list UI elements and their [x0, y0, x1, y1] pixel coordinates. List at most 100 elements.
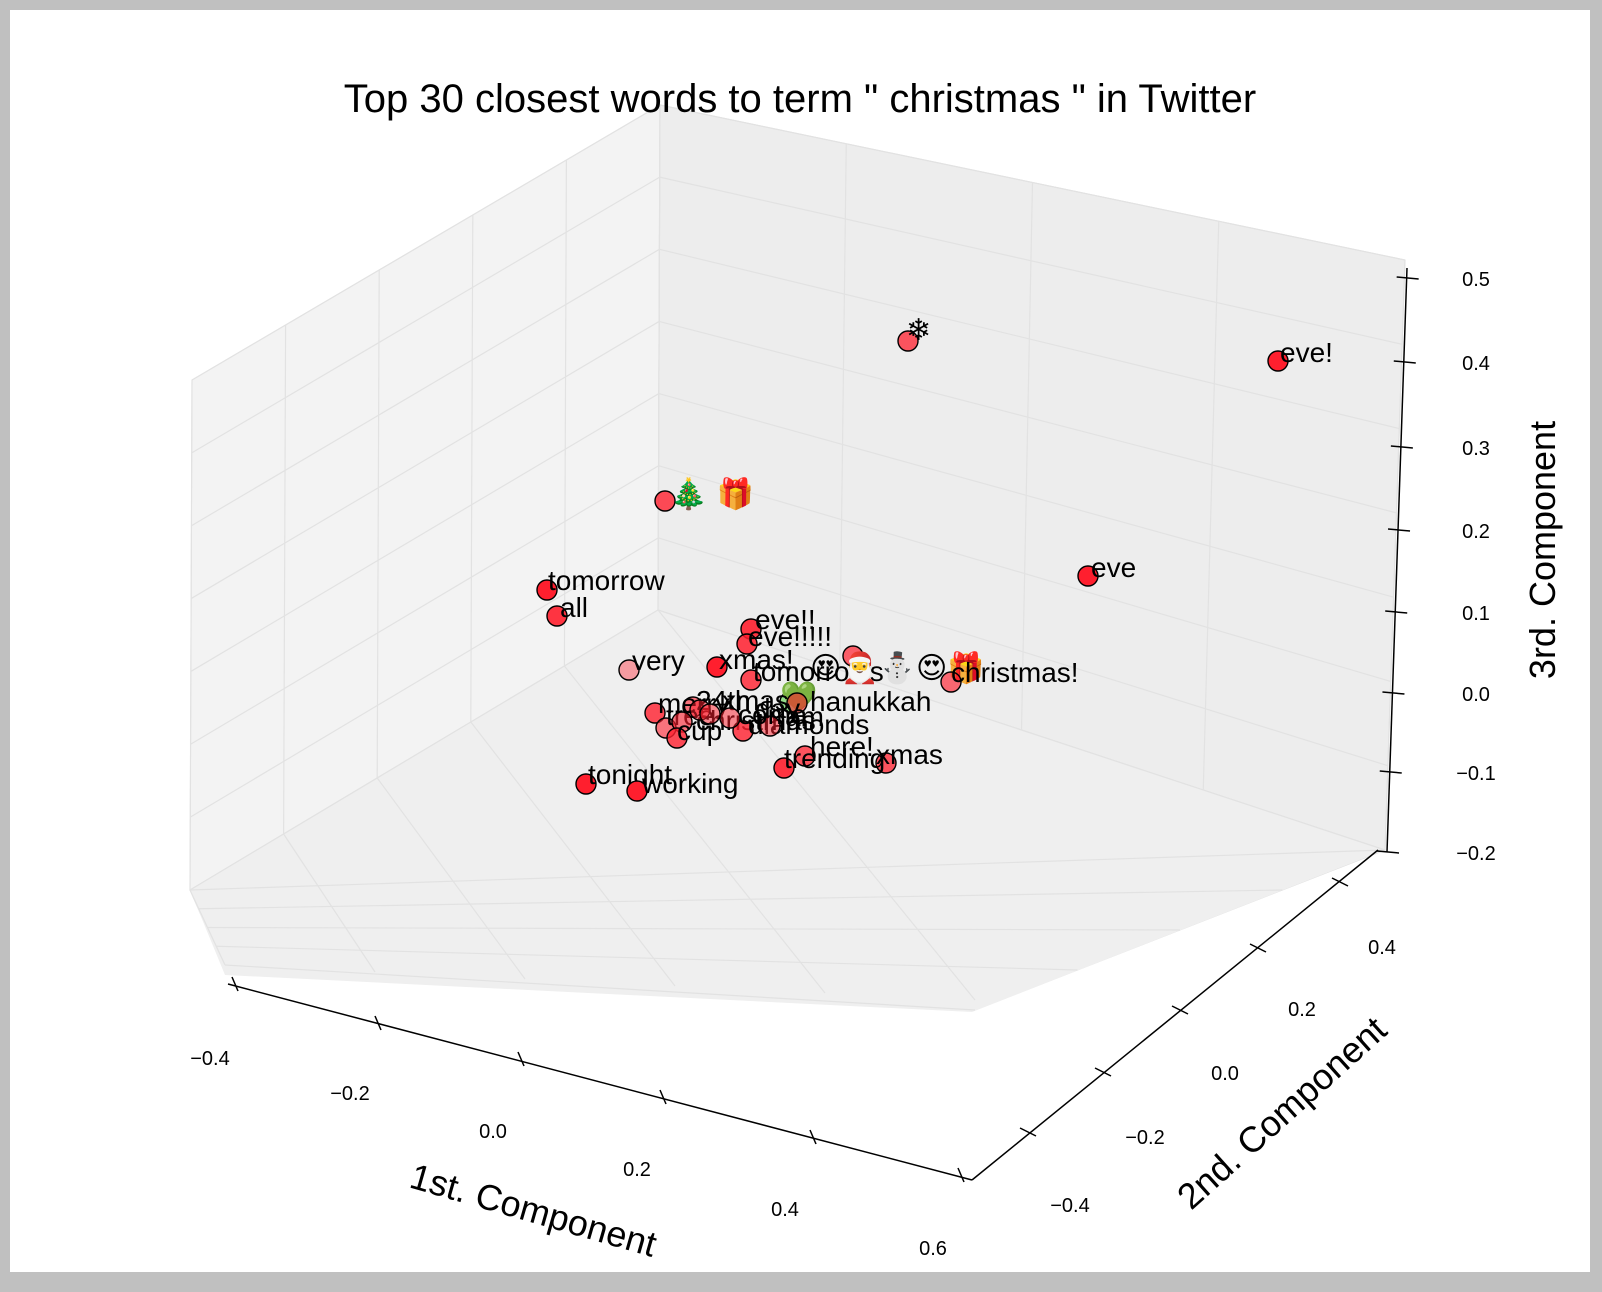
point-label: tomorrow [548, 565, 665, 596]
scatter-point [736, 633, 758, 655]
grid-line [283, 324, 287, 835]
grid-line [198, 889, 1283, 910]
floor-front [190, 610, 1385, 1012]
y-tick [1249, 943, 1267, 953]
grid-line [190, 393, 660, 672]
scatter-3d-plot: −0.4 −0.2 0.0 0.2 0.4 0.6 −0.4 −0.2 0.0 0.2 0.4 −0.… [189, 77, 1563, 1265]
point-label: xmas [876, 739, 943, 770]
x-tick-label: −0.4 [190, 1048, 229, 1070]
scatter-point [794, 745, 816, 767]
grid-line [207, 926, 1181, 931]
z-tick [1393, 360, 1416, 364]
point-label: all [560, 592, 588, 623]
grid-line [189, 537, 659, 818]
grid-line [191, 176, 661, 454]
scatter-point [740, 669, 762, 691]
grid-line [1020, 182, 1034, 731]
grid-line [563, 159, 568, 667]
y-tick [1094, 1067, 1112, 1077]
z-tick-label: 0.0 [1462, 684, 1490, 706]
scatter-point [897, 330, 919, 352]
grid-line [224, 964, 976, 1011]
grid-line [189, 849, 1386, 891]
grid-line [563, 665, 826, 994]
z-tick [1376, 850, 1400, 854]
z-tick-label: 0.1 [1462, 603, 1490, 625]
point-label: eve!! [755, 604, 816, 635]
z-axis-label: 3rd. Component [1522, 421, 1563, 679]
scatter-point [719, 707, 741, 729]
point-label: christmas! [951, 657, 1079, 688]
y-tick-label: −0.4 [1050, 1195, 1089, 1217]
grid-line [1384, 259, 1406, 851]
scatter-point [644, 702, 666, 724]
z-tick [1385, 610, 1408, 614]
scatter-point [759, 715, 781, 737]
grid-line [191, 248, 660, 527]
z-tick-label: 0.2 [1462, 521, 1490, 543]
scatter-point [699, 703, 721, 725]
grid-line [190, 465, 659, 745]
grid-line [190, 320, 660, 600]
z-tick-label: −0.2 [1456, 843, 1495, 865]
grid-line [283, 833, 376, 973]
z-tick [1390, 445, 1413, 449]
x-tick [517, 1051, 525, 1067]
x-tick-label: 0.6 [919, 1238, 947, 1260]
grid-line [657, 104, 661, 611]
scatter-point [618, 659, 640, 681]
y-tick-label: 0.2 [1288, 999, 1316, 1021]
z-tick [1387, 528, 1411, 532]
z-tick-label: −0.1 [1456, 763, 1495, 785]
x-tick [374, 1015, 382, 1031]
chart-title: Top 30 closest words to term " christmas… [344, 77, 1256, 121]
point-label: 🎄 🎁 [670, 476, 754, 512]
y-tick [1171, 1005, 1189, 1015]
point-label: trending [784, 743, 885, 774]
scatter-point [940, 671, 962, 693]
scatter-point [875, 752, 897, 774]
scatter-point [786, 692, 808, 714]
z-tick [1379, 770, 1402, 774]
grid-line [189, 379, 193, 891]
grid-line [1202, 221, 1220, 791]
point-label: very [632, 645, 685, 676]
z-axis-line [1386, 267, 1408, 853]
y-axis-line [971, 849, 1379, 1181]
point-label: come [738, 699, 806, 730]
y-tick-label: 0.0 [1211, 1063, 1239, 1085]
scatter-point [575, 773, 597, 795]
scatter-point [732, 720, 754, 742]
scatter-point [626, 780, 648, 802]
scatter-point [654, 490, 676, 512]
x-tick-label: 0.0 [479, 1121, 507, 1143]
grid-lines [189, 104, 1406, 1011]
x-tick-label: 0.4 [771, 1199, 799, 1221]
grid-line [376, 269, 380, 779]
point-label: eve!!!!! [748, 621, 832, 652]
grid-line [189, 609, 659, 891]
point-label: eve [1091, 552, 1136, 583]
scatter-point [706, 656, 728, 678]
x-tick [957, 1167, 965, 1183]
point-label: ❄ [906, 313, 931, 348]
point-label: am [785, 701, 824, 732]
point-label: xmas! [719, 644, 794, 675]
y-tick [1331, 877, 1349, 887]
scatter-point [536, 579, 558, 601]
scatter-point [546, 605, 568, 627]
grid-line [470, 721, 676, 987]
z-tick [1396, 276, 1419, 280]
point-label: eve! [1280, 337, 1333, 368]
grid-line [216, 945, 1078, 971]
point-label: working [641, 768, 738, 799]
x-tick [809, 1129, 817, 1145]
scatter-point [666, 727, 688, 749]
point-label: here! [810, 731, 874, 762]
point-label: day [755, 693, 800, 724]
axes-lines: −0.4 −0.2 0.0 0.2 0.4 0.6 −0.4 −0.2 0.0 0.2 0.4 −0.… [190, 267, 1496, 1260]
x-tick [231, 976, 239, 992]
y-tick-label: 0.4 [1368, 937, 1396, 959]
point-label: hanukkah [810, 686, 931, 717]
z-tick-label: 0.5 [1462, 269, 1490, 291]
